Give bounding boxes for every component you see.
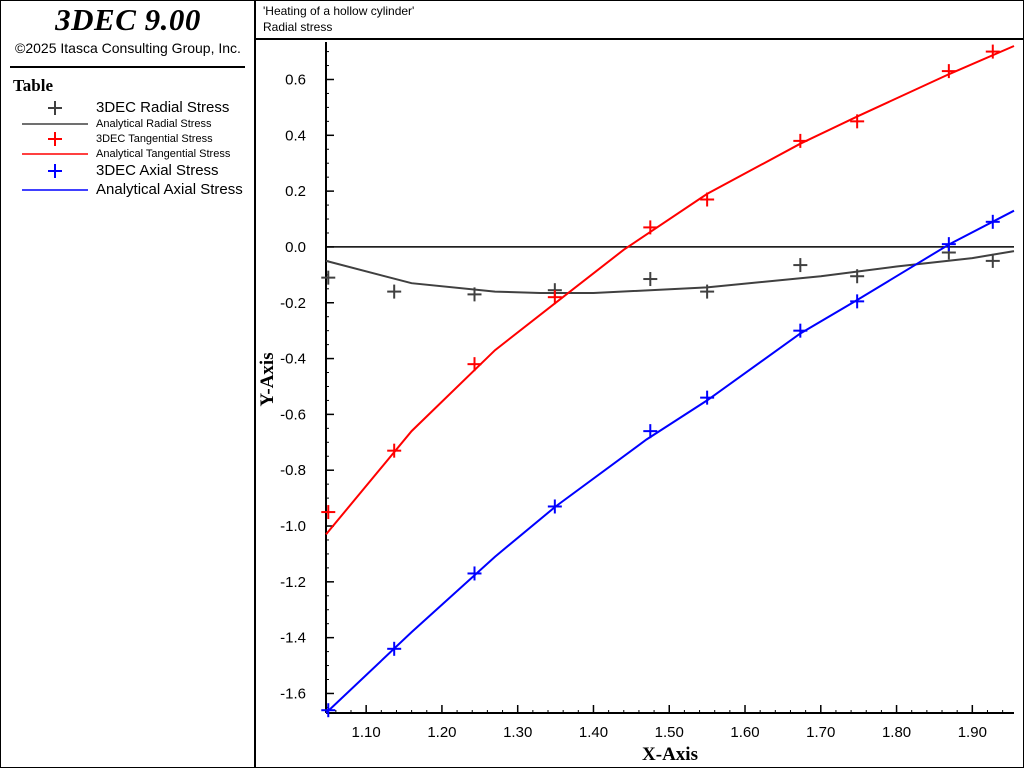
legend-panel: 3DEC 9.00 ©2025 Itasca Consulting Group,… bbox=[0, 0, 256, 768]
data-point bbox=[941, 237, 956, 252]
data-point bbox=[793, 323, 808, 338]
data-point bbox=[321, 703, 336, 718]
data-point bbox=[467, 357, 482, 372]
stress-chart[interactable]: -1.6 -1.4 -1.2 -1.0 -0.8 -0.6 -0.4 -0.2 0.0 0.2 0.… bbox=[256, 40, 1022, 766]
legend-label: Analytical Tangential Stress bbox=[96, 148, 231, 160]
series-line bbox=[325, 45, 1015, 536]
legend-label: 3DEC Tangential Stress bbox=[96, 133, 213, 145]
plot-title: 'Heating of a hollow cylinder' bbox=[263, 4, 415, 18]
data-point bbox=[700, 390, 715, 405]
data-point bbox=[643, 272, 658, 287]
data-point bbox=[985, 214, 1000, 229]
legend-item-3dec-axial-stress[interactable]: 3DEC Axial Stress bbox=[0, 163, 256, 179]
data-point bbox=[387, 641, 402, 656]
data-point bbox=[850, 114, 865, 129]
line-swatch-icon bbox=[22, 153, 88, 155]
plus-marker-icon bbox=[48, 101, 62, 115]
x-tick-label: 1.20 bbox=[427, 724, 456, 741]
plus-marker-icon bbox=[48, 164, 62, 178]
x-tick-label: 1.30 bbox=[503, 724, 532, 741]
data-point bbox=[387, 443, 402, 458]
x-axis-title: X-Axis bbox=[642, 744, 698, 765]
copyright-notice: ©2025 Itasca Consulting Group, Inc. bbox=[15, 40, 241, 56]
legend-item-3dec-tangential-stress[interactable]: 3DEC Tangential Stress bbox=[0, 131, 256, 147]
data-point bbox=[387, 284, 402, 299]
app-title: 3DEC 9.00 bbox=[55, 2, 201, 37]
title-divider bbox=[10, 66, 245, 68]
y-tick-label: 0.0 bbox=[285, 239, 306, 256]
x-tick-label: 1.50 bbox=[655, 724, 684, 741]
data-point bbox=[793, 133, 808, 148]
data-point bbox=[985, 253, 1000, 268]
data-point bbox=[321, 270, 336, 285]
y-tick-label: 0.4 bbox=[285, 127, 306, 144]
data-point bbox=[547, 499, 562, 514]
x-tick-label: 1.60 bbox=[730, 724, 759, 741]
x-tick-label: 1.80 bbox=[882, 724, 911, 741]
data-point bbox=[321, 505, 336, 520]
data-point bbox=[467, 287, 482, 302]
legend-label: Analytical Radial Stress bbox=[96, 118, 212, 130]
y-tick-label: -0.6 bbox=[280, 406, 306, 423]
data-point bbox=[643, 220, 658, 235]
series-line bbox=[325, 250, 1015, 294]
y-tick-label: -0.8 bbox=[280, 462, 306, 479]
plus-marker-icon bbox=[48, 132, 62, 146]
line-swatch-icon bbox=[22, 189, 88, 191]
y-tick-label: -0.2 bbox=[280, 295, 306, 312]
x-tick-label: 1.90 bbox=[958, 724, 987, 741]
legend-item-3dec-radial-stress[interactable]: 3DEC Radial Stress bbox=[0, 100, 256, 116]
plot-subtitle: Radial stress bbox=[263, 20, 333, 34]
legend-heading: Table bbox=[13, 76, 54, 95]
legend-label: Analytical Axial Stress bbox=[96, 181, 243, 198]
legend-label: 3DEC Radial Stress bbox=[96, 99, 230, 116]
data-point bbox=[850, 269, 865, 284]
data-point bbox=[985, 44, 1000, 59]
y-tick-label: 0.6 bbox=[285, 71, 306, 88]
y-tick-label: 0.2 bbox=[285, 183, 306, 200]
y-tick-label: -1.4 bbox=[280, 630, 306, 647]
data-point bbox=[547, 290, 562, 305]
legend-item-analytical-axial-stress[interactable]: Analytical Axial Stress bbox=[0, 182, 256, 198]
y-axis-title: Y-Axis bbox=[257, 352, 278, 406]
legend-label: 3DEC Axial Stress bbox=[96, 162, 219, 179]
data-point bbox=[850, 294, 865, 309]
y-tick-label: -1.6 bbox=[280, 685, 306, 702]
plot-header: 'Heating of a hollow cylinder' Radial st… bbox=[256, 0, 1024, 40]
legend-item-analytical-tangential-stress[interactable]: Analytical Tangential Stress bbox=[0, 146, 256, 162]
data-point bbox=[643, 424, 658, 439]
line-swatch-icon bbox=[22, 123, 88, 125]
data-point bbox=[467, 566, 482, 581]
data-point bbox=[700, 192, 715, 207]
legend-item-analytical-radial-stress[interactable]: Analytical Radial Stress bbox=[0, 116, 256, 132]
data-point bbox=[941, 64, 956, 79]
series-line bbox=[325, 209, 1015, 714]
y-tick-label: -1.2 bbox=[280, 574, 306, 591]
x-tick-label: 1.10 bbox=[352, 724, 381, 741]
data-point bbox=[793, 258, 808, 273]
y-tick-label: -0.4 bbox=[280, 351, 306, 368]
x-tick-label: 1.40 bbox=[579, 724, 608, 741]
x-tick-label: 1.70 bbox=[806, 724, 835, 741]
data-point bbox=[700, 284, 715, 299]
y-tick-label: -1.0 bbox=[280, 518, 306, 535]
